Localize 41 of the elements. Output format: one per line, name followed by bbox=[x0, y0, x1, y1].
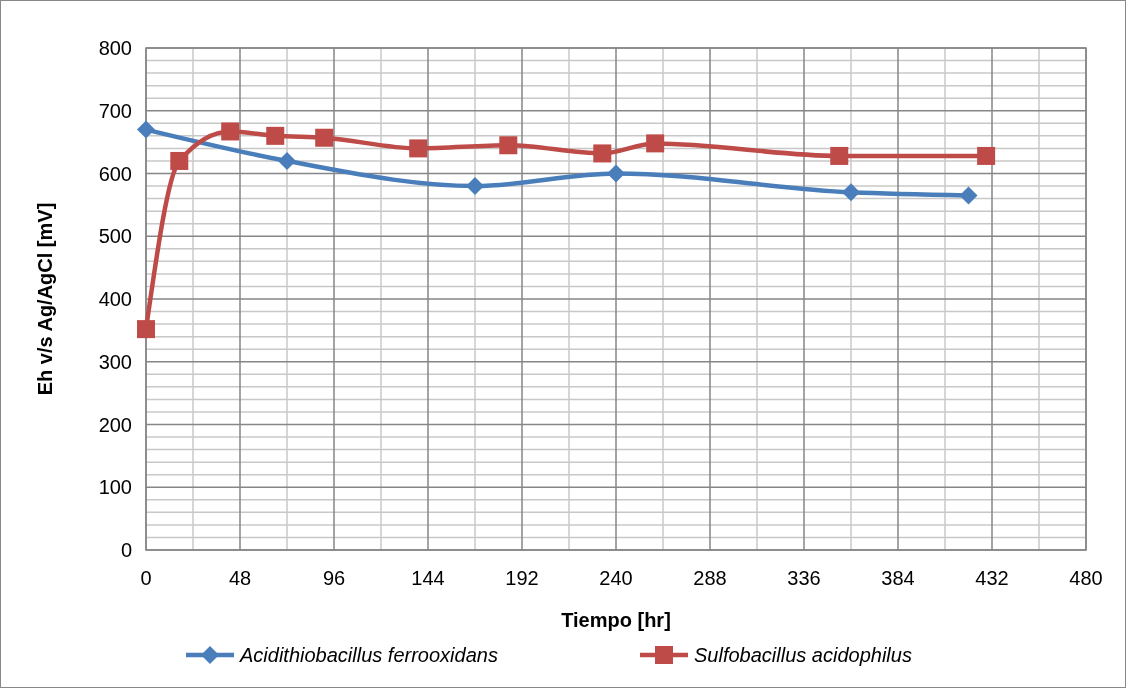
point bbox=[137, 120, 155, 139]
y-tick-label: 800 bbox=[98, 37, 132, 59]
point bbox=[977, 146, 996, 165]
y-tick-label: 100 bbox=[98, 476, 132, 499]
y-tick-label: 400 bbox=[98, 288, 132, 310]
x-tick-label: 240 bbox=[599, 567, 633, 589]
x-tick-label: 144 bbox=[411, 567, 445, 589]
y-tick-label: 600 bbox=[98, 162, 132, 185]
x-tick-label: 288 bbox=[693, 567, 727, 589]
x-tick-label: 480 bbox=[1069, 567, 1103, 589]
point bbox=[607, 164, 625, 183]
y-tick-label: 0 bbox=[120, 539, 132, 561]
y-tick-label: 300 bbox=[98, 350, 132, 373]
point bbox=[266, 126, 285, 145]
point bbox=[315, 128, 334, 147]
y-axis-title: Eh v/s Ag/AgCl [mV] bbox=[34, 202, 56, 396]
point bbox=[499, 136, 518, 155]
y-tick-label: 700 bbox=[98, 99, 132, 122]
x-tick-label: 432 bbox=[975, 567, 1009, 589]
point bbox=[646, 134, 665, 153]
y-tick-label: 200 bbox=[98, 413, 132, 436]
x-tick-label: 48 bbox=[228, 567, 252, 589]
legend-label: Sulfobacillus acidophilus bbox=[694, 644, 912, 666]
x-tick-label: 336 bbox=[787, 567, 821, 589]
point bbox=[842, 183, 860, 202]
point bbox=[221, 122, 240, 141]
legend-label: Acidithiobacillus ferrooxidans bbox=[239, 644, 498, 666]
x-tick-label: 192 bbox=[505, 567, 539, 589]
x-tick-label: 96 bbox=[322, 567, 346, 589]
x-axis-title: Tiempo [hr] bbox=[561, 609, 671, 631]
point bbox=[466, 177, 484, 196]
point bbox=[959, 186, 978, 205]
y-tick-label: 500 bbox=[98, 225, 132, 248]
point bbox=[137, 320, 155, 339]
point bbox=[593, 144, 612, 163]
x-tick-label: 0 bbox=[140, 567, 152, 589]
point bbox=[278, 151, 296, 170]
point bbox=[170, 151, 189, 170]
point bbox=[830, 146, 849, 165]
point bbox=[409, 139, 428, 158]
x-tick-label: 384 bbox=[881, 567, 915, 589]
